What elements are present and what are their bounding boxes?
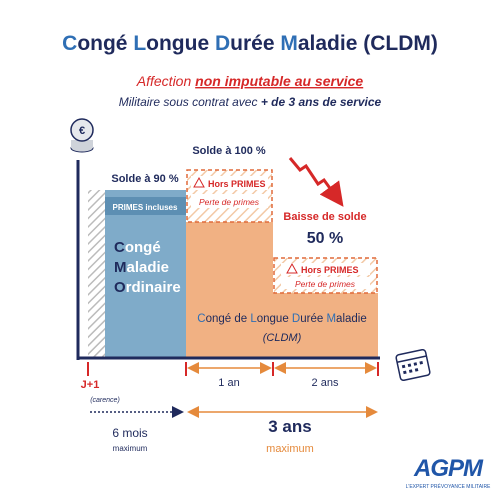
cldm-max: maximum <box>266 443 314 455</box>
cldm-part: ongé de <box>206 313 251 325</box>
label-bg <box>281 263 370 275</box>
perte-label: Perte de primes <box>199 197 260 207</box>
cldm-duration: 3 ans <box>268 417 311 436</box>
logo-tagline: L'EXPERT PRÉVOYANCE MILITAIRE <box>406 483 491 490</box>
cmo-initial: O <box>114 279 126 296</box>
cldm-part: M <box>326 313 336 325</box>
baisse-pct: 50 % <box>307 230 343 247</box>
logo-name: AGPM <box>413 455 484 482</box>
primes-band <box>105 197 186 215</box>
cldm-part: ongue <box>257 313 292 325</box>
hors-label: Hors PRIMES <box>301 265 359 275</box>
label-bg <box>191 176 268 190</box>
cmo-duration: 6 mois <box>112 426 147 440</box>
title-part: ongé <box>77 32 133 55</box>
cldm-abbr: (CLDM) <box>263 332 302 344</box>
cmo-label: Maladie <box>114 259 169 276</box>
context: Militaire sous contrat avec + de 3 ans d… <box>119 95 382 109</box>
solde-label: Solde à 90 % <box>111 173 178 185</box>
title-part: aladie (CLDM) <box>298 32 438 55</box>
cldm-part: urée <box>300 313 326 325</box>
decline-arrow <box>288 157 344 207</box>
cmo-word: ongé <box>125 239 161 256</box>
title-part: ongue <box>146 32 215 55</box>
cldm-part: D <box>292 313 300 325</box>
title-part: D <box>215 32 230 55</box>
cldm-part: C <box>197 313 205 325</box>
title-part: urée <box>230 32 280 55</box>
subtitle-emphasis: non imputable au service <box>195 73 363 89</box>
cmo-initial: M <box>114 259 127 276</box>
perte-label: Perte de primes <box>295 279 356 289</box>
context-emphasis: + de 3 ans de service <box>261 95 382 109</box>
cmo-word: rdinaire <box>126 279 181 296</box>
cldm-part: L <box>250 313 257 325</box>
coin-icon: € <box>70 118 94 153</box>
cldm1-block <box>186 222 273 358</box>
cmo-block <box>105 190 186 358</box>
title-part: L <box>133 32 146 55</box>
title-part: C <box>62 32 77 55</box>
label-bg <box>191 194 268 208</box>
label-bg <box>281 277 370 289</box>
warning-icon <box>286 262 298 274</box>
year-label: 2 ans <box>312 377 339 389</box>
year-label: 1 an <box>218 377 239 389</box>
cmo-label: Ordinaire <box>114 279 181 296</box>
carence-strip <box>88 190 105 358</box>
svg-text:€: € <box>79 125 85 137</box>
primes-label: PRIMES incluses <box>113 203 178 212</box>
cldm-label: Congé de Longue Durée Maladie <box>197 313 367 325</box>
solde-label: Solde à 100 % <box>192 145 266 157</box>
cmo-label: Congé <box>114 239 161 256</box>
baisse-label: Baisse de solde <box>283 211 366 223</box>
title-part: M <box>280 32 298 55</box>
context-prefix: Militaire sous contrat avec <box>119 95 261 109</box>
title: Congé Longue Durée Maladie (CLDM) <box>62 32 438 55</box>
warning-icon <box>193 176 205 188</box>
cldm2-block <box>273 293 378 358</box>
cmo-max: maximum <box>113 444 148 453</box>
calendar-icon <box>395 348 431 382</box>
start-label: J+1 <box>81 379 100 391</box>
cmo-word: aladie <box>127 259 170 276</box>
subtitle-prefix: Affection <box>136 73 195 89</box>
cldm-part: aladie <box>336 313 367 325</box>
cmo-initial: C <box>114 239 125 256</box>
start-note: (carence) <box>90 397 120 404</box>
subtitle: Affection non imputable au service <box>136 73 364 89</box>
hors-label: Hors PRIMES <box>208 179 266 189</box>
